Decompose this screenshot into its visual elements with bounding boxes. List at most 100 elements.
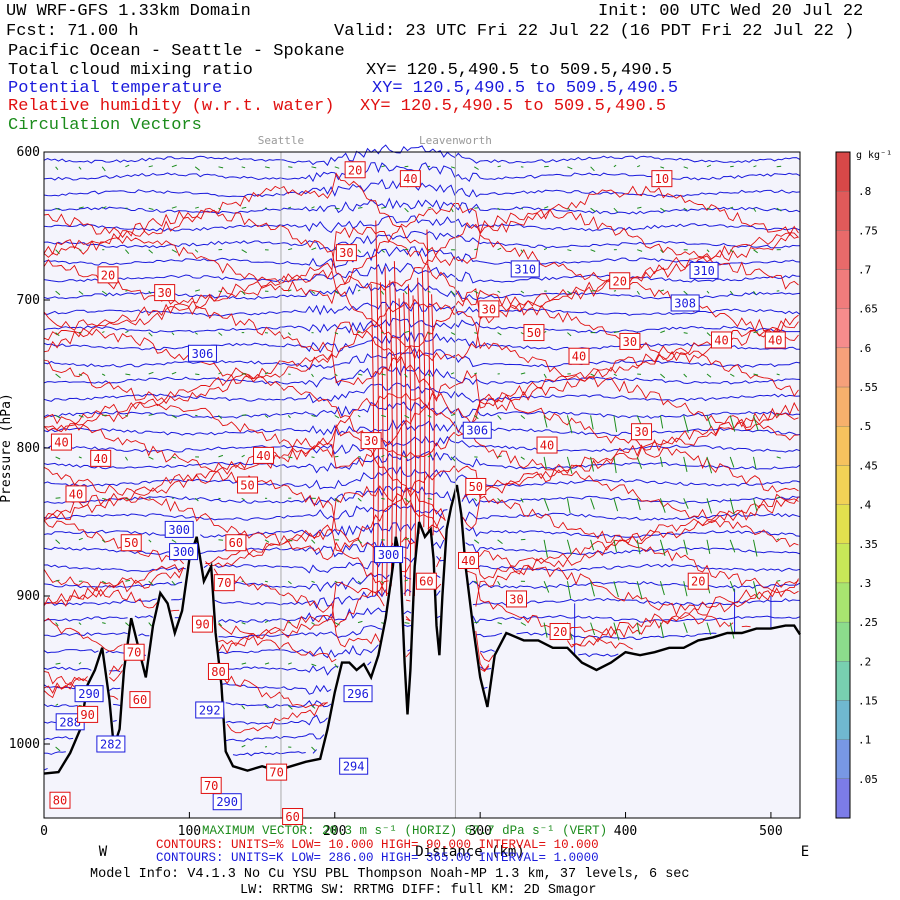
- rh-contour-line: [421, 268, 426, 528]
- rh-label-box: [687, 572, 709, 590]
- rh-label-box: [77, 705, 99, 723]
- theta-label: 308: [674, 296, 696, 310]
- rh-label-box: [344, 161, 366, 179]
- theta-label-box: [164, 520, 194, 538]
- rh-label-box: [360, 432, 382, 450]
- rh-label: 20: [101, 268, 115, 282]
- circulation-vector: [381, 454, 385, 458]
- circulation-vector: [381, 165, 385, 168]
- rh-label: 50: [527, 326, 541, 340]
- colorbar-label: .6: [858, 342, 871, 355]
- circulation-vector: [148, 580, 154, 586]
- circulation-vector: [543, 415, 548, 428]
- theta-contour-line: [43, 435, 801, 455]
- circulation-vector: [427, 206, 432, 209]
- rh-label: 50: [469, 480, 483, 494]
- circulation-vector: [357, 414, 361, 418]
- rh-label-box: [65, 485, 87, 503]
- colorbar-swatch: [835, 386, 851, 427]
- circulation-vector: [55, 207, 61, 211]
- colorbar-swatch: [835, 543, 851, 584]
- circulation-vector: [404, 537, 409, 541]
- circulation-vector: [148, 371, 154, 375]
- circulation-vector: [590, 207, 596, 213]
- circulation-vector: [636, 498, 641, 511]
- circulation-vector: [497, 580, 501, 586]
- circulation-vector: [357, 620, 363, 624]
- circulation-vector: [706, 249, 710, 253]
- rh-label: 40: [93, 452, 107, 466]
- circulation-vector: [706, 539, 711, 554]
- circulation-vector: [311, 580, 315, 583]
- theta-contour-line: [43, 572, 801, 593]
- circulation-vector: [357, 249, 362, 253]
- circulation-vector: [125, 579, 131, 582]
- circulation-vector: [753, 249, 758, 254]
- colorbar-label: .3: [858, 577, 871, 590]
- circulation-vector: [241, 290, 246, 296]
- rh-label-box: [478, 300, 500, 318]
- circulation-vector: [311, 705, 316, 709]
- y-tick-label: 800: [17, 441, 40, 456]
- colorbar-swatch: [835, 621, 851, 662]
- rh-label-box: [50, 433, 72, 451]
- circulation-vector: [637, 165, 641, 168]
- circulation-vector: [473, 497, 478, 502]
- rh-label: 30: [339, 246, 353, 260]
- model-title: UW WRF-GFS 1.33km Domain: [6, 2, 251, 21]
- rh-label: 30: [482, 302, 496, 316]
- circulation-vector: [381, 414, 386, 418]
- colorbar-label: .2: [858, 655, 871, 668]
- circulation-vector: [195, 206, 199, 209]
- field-rh-xy: XY= 120.5,490.5 to 509.5,490.5: [360, 97, 667, 116]
- circulation-vector: [241, 744, 246, 748]
- circulation-vector: [683, 581, 688, 597]
- circulation-vector: [404, 414, 410, 419]
- theta-contour-line: [43, 401, 801, 419]
- theta-contour-line: [43, 449, 801, 474]
- circulation-vector: [566, 539, 572, 555]
- circulation-vector: [660, 330, 666, 334]
- colorbar-swatch: [835, 582, 851, 623]
- colorbar-label: .65: [858, 303, 878, 316]
- circulation-vector: [613, 331, 620, 334]
- circulation-vector: [497, 539, 503, 544]
- rh-label: 10: [655, 172, 669, 186]
- rh-label-box: [465, 477, 487, 495]
- circulation-vector: [194, 249, 199, 253]
- rh-contour-line: [393, 261, 398, 549]
- rh-label: 40: [403, 172, 417, 186]
- theta-label-box: [212, 793, 242, 811]
- rh-contour-line: [407, 284, 412, 597]
- circulation-vector: [357, 331, 361, 334]
- circulation-vector: [566, 456, 573, 474]
- circulation-vector: [380, 580, 384, 584]
- rh-contour-line: [417, 277, 421, 534]
- circulation-vector: [776, 496, 781, 499]
- theta-contour-line: [43, 537, 801, 558]
- circulation-vector: [729, 249, 734, 253]
- theta-label-box: [462, 421, 492, 439]
- circulation-vector: [753, 539, 758, 557]
- rh-label: 60: [419, 575, 433, 589]
- circulation-vector: [241, 705, 246, 710]
- east-label: E: [801, 844, 809, 860]
- circulation-vector: [218, 454, 224, 458]
- circulation-vector: [55, 746, 61, 752]
- circulation-vector: [473, 539, 480, 544]
- circulation-vector: [311, 166, 317, 169]
- theta-contour-line: [43, 503, 801, 522]
- circulation-vector: [497, 455, 502, 458]
- rh-label-box: [191, 615, 213, 633]
- colorbar-swatch: [835, 504, 851, 544]
- rh-label: 30: [364, 434, 378, 448]
- circulation-vector: [101, 539, 106, 543]
- colorbar-label: .7: [858, 264, 871, 277]
- circulation-vector: [497, 332, 502, 336]
- circulation-vector: [753, 331, 759, 334]
- circulation-vector: [683, 456, 688, 473]
- circulation-vector: [706, 290, 710, 294]
- circulation-vector: [683, 373, 688, 378]
- rh-contour-line: [43, 469, 799, 553]
- theta-label: 300: [173, 545, 195, 559]
